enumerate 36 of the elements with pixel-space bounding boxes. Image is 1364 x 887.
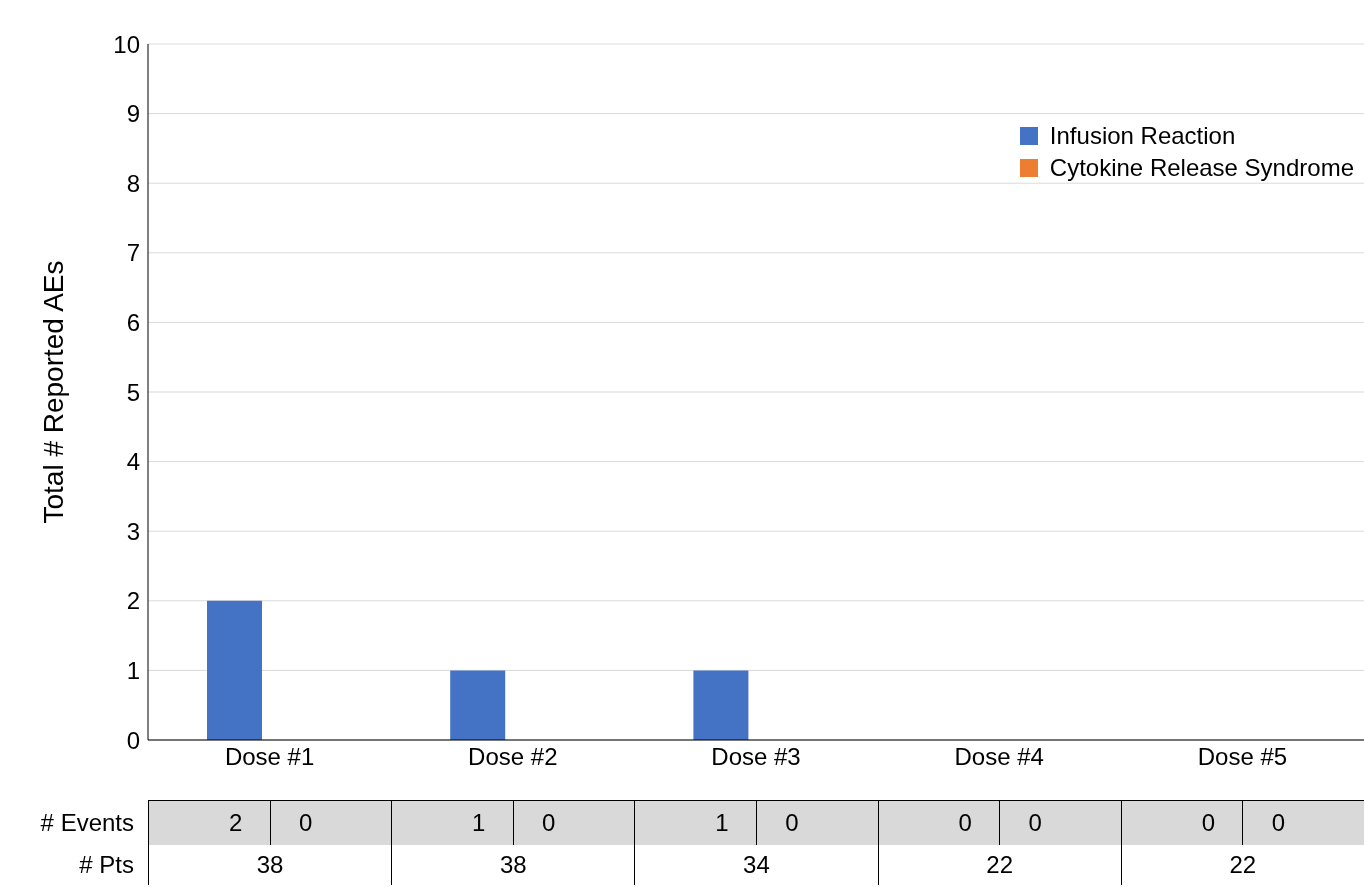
text: 0 [298, 809, 313, 837]
y-axis-title: Total # Reported AEs [37, 260, 69, 524]
text: 38 [148, 845, 392, 885]
y-tick-label: 2 [126, 587, 140, 615]
x-tick-label: Dose #4 [954, 743, 1044, 771]
text: 0 [1271, 809, 1286, 837]
y-tick-label: 6 [126, 308, 140, 336]
text: 22 [877, 845, 1121, 885]
text: 34 [634, 845, 878, 885]
y-tick-label: 9 [126, 100, 140, 128]
text: 2 [228, 809, 243, 837]
text: # Events [39, 807, 135, 838]
x-tick-label: Dose #3 [711, 743, 801, 771]
x-tick-label: Dose #1 [224, 743, 315, 771]
legend-label: Cytokine Release Syndrome [1049, 153, 1354, 183]
y-tick-label: 1 [126, 656, 140, 684]
text: 0 [1028, 809, 1042, 837]
legend-label: Infusion Reaction [1049, 121, 1236, 151]
x-tick-label: Dose #2 [468, 743, 558, 771]
text: # Pts [78, 850, 135, 880]
text: 1 [715, 809, 729, 837]
y-tick-label: 8 [126, 169, 140, 197]
y-tick-label: 4 [126, 448, 140, 476]
y-tick-label: 7 [126, 239, 140, 267]
y-tick-label: 0 [126, 726, 140, 754]
text: 0 [958, 809, 972, 837]
text: 0 [542, 809, 556, 837]
y-tick-label: 5 [126, 378, 140, 406]
x-tick-label: Dose #5 [1197, 743, 1288, 771]
text: 0 [1201, 809, 1216, 837]
text: 1 [472, 809, 486, 837]
y-tick-label: 3 [126, 517, 140, 545]
text: 22 [1120, 845, 1364, 885]
y-tick-label: 10 [113, 30, 140, 58]
text: 0 [785, 809, 799, 837]
text: 38 [391, 845, 635, 885]
